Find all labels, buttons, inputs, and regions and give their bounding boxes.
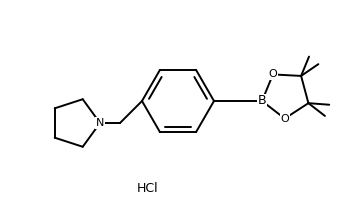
Text: O: O [269,69,277,79]
Text: HCl: HCl [137,182,159,195]
Text: O: O [280,113,289,124]
Text: N: N [96,118,104,128]
Text: B: B [258,94,266,107]
